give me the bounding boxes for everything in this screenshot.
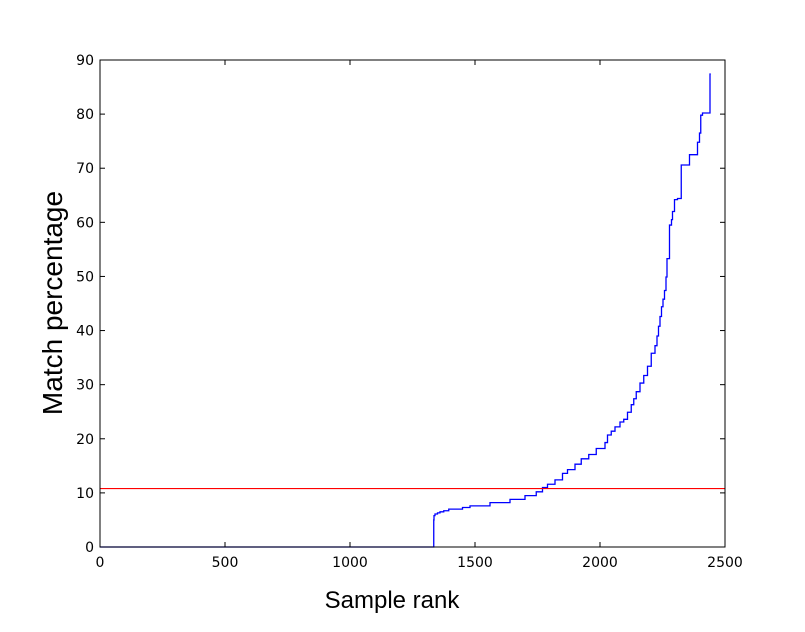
x-tick-label: 1500 (457, 555, 493, 571)
y-tick-label: 0 (85, 540, 94, 556)
y-tick-label: 60 (76, 215, 94, 231)
y-tick-label: 50 (76, 269, 94, 285)
x-tick-label: 0 (96, 555, 105, 571)
plot-frame (99, 59, 726, 548)
x-axis-title: Sample rank (325, 587, 461, 614)
series-line-0 (100, 73, 711, 548)
y-tick-label: 80 (76, 107, 94, 123)
y-axis-title: Match percentage (37, 191, 68, 415)
x-tick-label: 2500 (707, 555, 743, 571)
y-tick-label: 90 (76, 53, 94, 69)
tick-layer: 0 500 1000 1500 2000 2500 0 10 20 30 40 50 60 70 80 90 (76, 53, 743, 571)
y-tick-label: 10 (76, 486, 94, 502)
y-tick-label: 40 (76, 324, 94, 340)
plot-area (100, 60, 725, 547)
y-tick-label: 30 (76, 378, 94, 394)
x-tick-label: 2000 (582, 555, 618, 571)
x-tick-label: 500 (212, 555, 239, 571)
y-tick-label: 70 (76, 161, 94, 177)
x-tick-label: 1000 (332, 555, 368, 571)
y-tick-label: 20 (76, 432, 94, 448)
series-layer (100, 73, 725, 548)
